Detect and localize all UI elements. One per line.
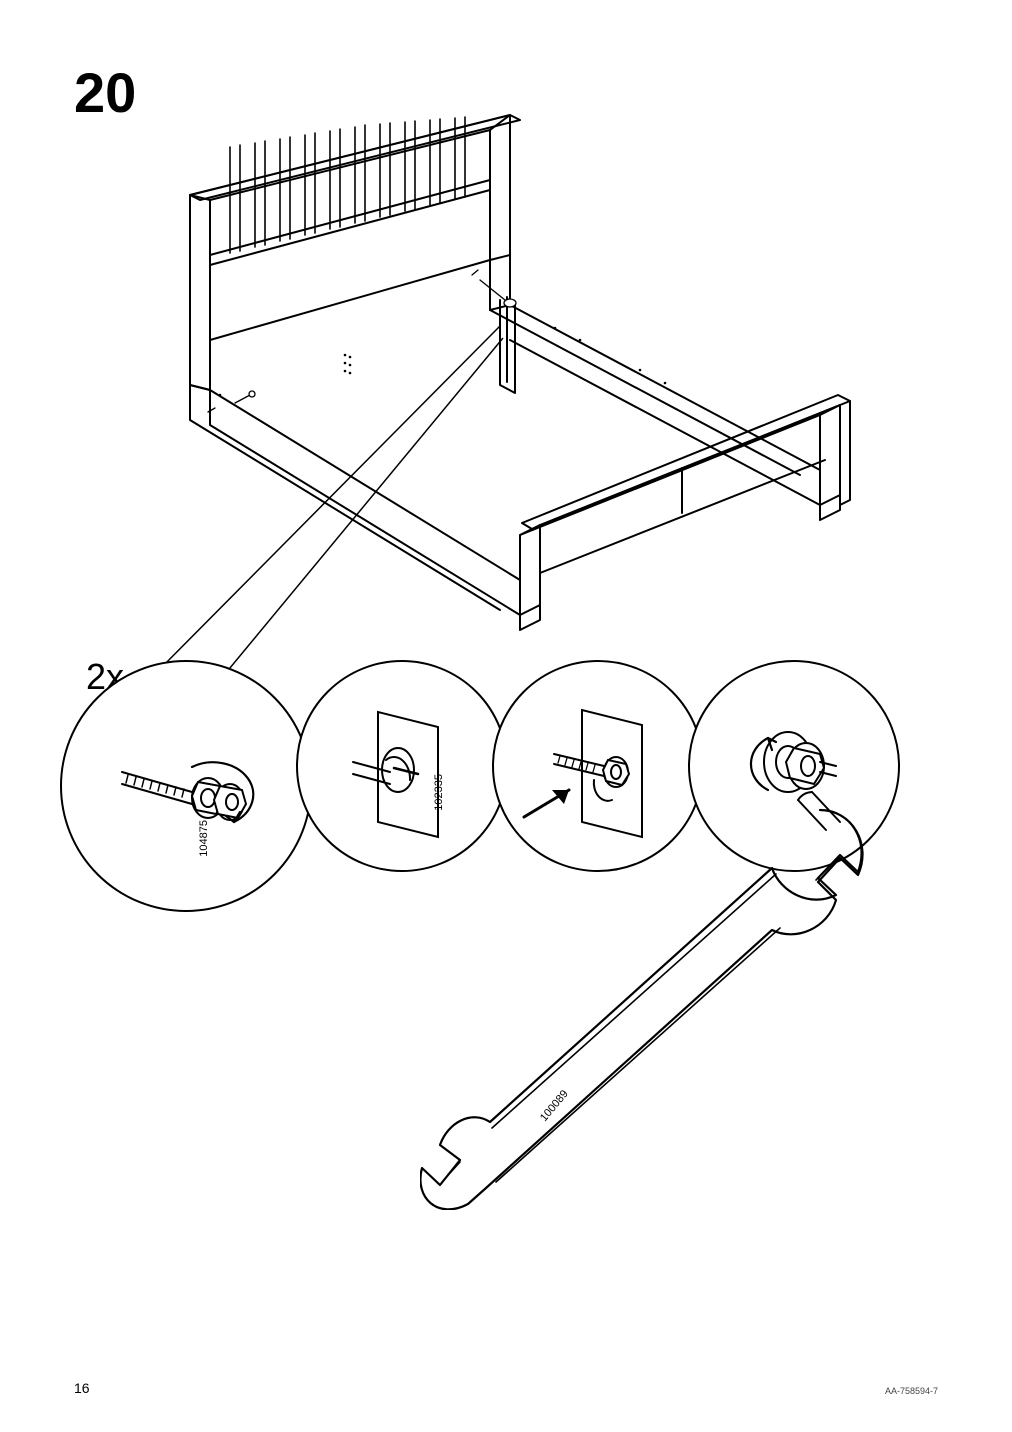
part-number-bolt: 104875	[198, 820, 210, 857]
bed-frame-illustration	[160, 105, 890, 665]
detail-bolt-nut: 104875	[60, 660, 312, 912]
page-number: 16	[74, 1380, 90, 1396]
document-id: AA-758594-7	[885, 1386, 938, 1396]
wrench-illustration	[420, 800, 880, 1210]
step-number: 20	[74, 60, 136, 125]
instruction-page: 20	[0, 0, 1012, 1432]
